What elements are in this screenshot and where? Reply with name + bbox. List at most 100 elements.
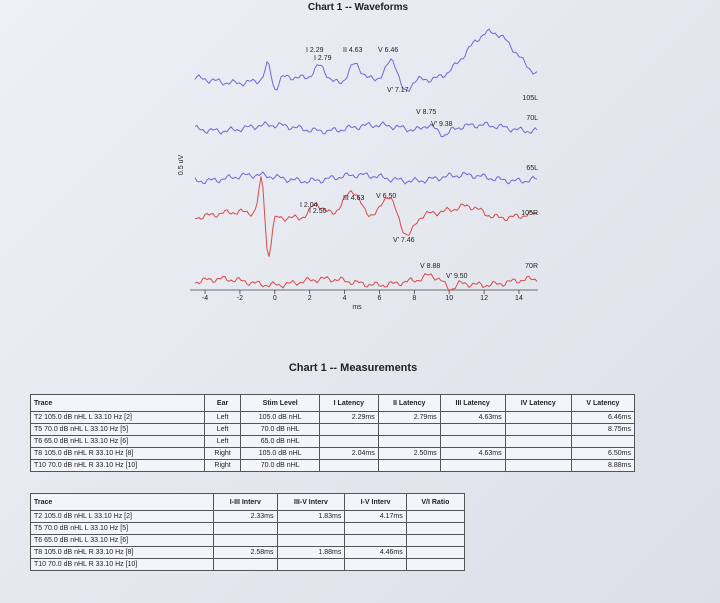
table-cell [504, 411, 572, 424]
column-header: I-V Interv [344, 493, 407, 511]
table-cell: 2.50ms [377, 447, 441, 460]
column-header: Trace [30, 394, 205, 412]
table-cell [213, 522, 278, 535]
table-cell [405, 522, 466, 535]
peak-label: V' 7.17 [387, 87, 409, 94]
waveform [194, 171, 538, 185]
table-cell: 70.0 dB nHL [240, 459, 320, 472]
table-cell: T2 105.0 dB nHL L 33.10 Hz [2] [30, 411, 205, 424]
peak-label: I 2.04 [300, 202, 318, 209]
table-cell: Right [203, 459, 242, 472]
table-cell [504, 447, 572, 460]
table-cell [213, 558, 278, 571]
table-cell: 6.46ms [570, 411, 636, 424]
table-cell: 2.58ms [213, 546, 278, 559]
table-cell [405, 510, 466, 523]
table-cell [276, 558, 346, 571]
table-cell [405, 558, 466, 571]
waveform [194, 176, 538, 257]
table-cell: Left [203, 435, 242, 448]
table-cell [318, 435, 379, 448]
trace-label: 105R [521, 210, 538, 217]
chart-title: Chart 1 -- Waveforms [308, 2, 409, 13]
table-cell [439, 435, 506, 448]
table-cell [504, 459, 572, 472]
column-header: V/I Ratio [405, 493, 466, 511]
peak-label: V 6.46 [378, 47, 398, 54]
peak-label: II 4.63 [343, 47, 363, 54]
table-cell: 70.0 dB nHL [240, 423, 320, 436]
x-label: ms [352, 304, 362, 311]
table-row: T8 105.0 dB nHL R 33.10 Hz [8] 2.58ms 1.88… [29, 546, 466, 559]
table-cell: 1.88ms [276, 546, 346, 559]
table-row: T2 105.0 dB nHL L 33.10 Hz [2] Left 105.0 … [30, 411, 636, 424]
table-cell: 4.46ms [344, 546, 407, 559]
table-cell: T10 70.0 dB nHL R 33.10 Hz [10] [29, 558, 215, 571]
interval-table: Trace I-III Interv III-V Interv I-V Interv V… [29, 493, 466, 571]
table-cell: 105.0 dB nHL [240, 447, 320, 460]
peak-label: V' 9.50 [446, 273, 468, 280]
waveform-chart: Chart 1 -- Waveforms 0.5 uV ms -4 -2 0 2 4 6 8… [178, 2, 538, 311]
y-label: 0.5 uV [178, 155, 185, 176]
table-cell [318, 423, 379, 436]
table-row: T6 65.0 dB nHL L 33.10 Hz [6] Left 65.0 dB… [30, 435, 636, 448]
table-cell: 2.04ms [318, 447, 379, 460]
x-tick-label: 2 [308, 295, 312, 302]
table-cell [344, 534, 407, 547]
table-cell: 4.63ms [439, 447, 506, 460]
waveform [194, 121, 538, 138]
table-cell [439, 423, 506, 436]
peak-label: V 8.88 [420, 263, 440, 270]
table-cell [504, 435, 572, 448]
x-tick-label: -2 [237, 295, 243, 302]
column-header: Stim Level [240, 394, 320, 412]
table-cell: 2.33ms [213, 510, 278, 523]
peak-label: V' 7.46 [393, 237, 415, 244]
table-cell: T2 105.0 dB nHL L 33.10 Hz [2] [29, 510, 215, 523]
table-cell: 2.29ms [318, 411, 379, 424]
column-header: III Latency [439, 394, 506, 412]
table-cell: 65.0 dB nHL [240, 435, 320, 448]
table-cell [405, 534, 466, 547]
column-header: Trace [29, 493, 215, 511]
x-tick-label: 14 [515, 295, 523, 302]
table-cell: T8 105.0 dB nHL R 33.10 Hz [8] [30, 447, 205, 460]
table-cell [570, 435, 636, 448]
peak-label: I 2.79 [314, 55, 332, 62]
table-row: T8 105.0 dB nHL R 33.10 Hz [8] Right 105.0… [30, 447, 636, 460]
table-row: T5 70.0 dB nHL L 33.10 Hz [5] Left 70.0 dB… [30, 423, 636, 436]
measurements-title: Chart 1 -- Measurements [288, 362, 418, 374]
table-cell: Right [203, 447, 242, 460]
column-header: II Latency [377, 394, 441, 412]
table-cell [377, 459, 441, 472]
table-row: T2 105.0 dB nHL L 33.10 Hz [2] 2.33ms 1.83… [29, 510, 466, 523]
table-row: T6 65.0 dB nHL L 33.10 Hz [6] [29, 534, 466, 547]
x-tick-label: 12 [480, 295, 488, 302]
peak-label: III 4.63 [343, 195, 365, 202]
column-header: I-III Interv [213, 493, 278, 511]
peak-label: I 2.29 [306, 47, 324, 54]
trace-label: 65L [526, 165, 538, 172]
column-header: IV Latency [504, 394, 572, 412]
table-cell [276, 522, 346, 535]
column-header: Ear [203, 394, 242, 412]
table-cell [377, 435, 441, 448]
table-cell: Left [203, 423, 242, 436]
peak-label: I 2.50 [309, 208, 327, 215]
table-cell: 6.50ms [570, 447, 636, 460]
table-cell: 8.88ms [570, 459, 636, 472]
table-cell: 105.0 dB nHL [240, 411, 320, 424]
table-cell: T5 70.0 dB nHL L 33.10 Hz [5] [29, 522, 215, 535]
x-tick-label: 8 [412, 295, 416, 302]
table-row: T5 70.0 dB nHL L 33.10 Hz [5] [29, 522, 466, 535]
table-cell: T8 105.0 dB nHL R 33.10 Hz [8] [29, 546, 215, 559]
table-cell [344, 522, 407, 535]
table-cell [405, 546, 466, 559]
table-row: T10 70.0 dB nHL R 33.10 Hz [10] Right 70.0… [30, 459, 636, 472]
table-cell [213, 534, 278, 547]
table-cell: T10 70.0 dB nHL R 33.10 Hz [10] [30, 459, 205, 472]
trace-label: 70L [526, 115, 538, 122]
trace-label: 105L [522, 95, 538, 102]
table-cell [377, 423, 441, 436]
